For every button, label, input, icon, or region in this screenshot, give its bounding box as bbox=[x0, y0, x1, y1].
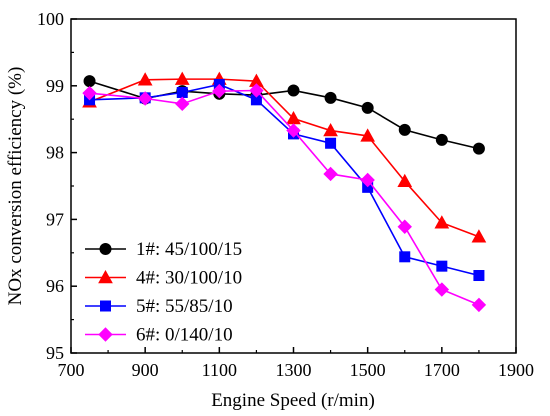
diamond-marker bbox=[212, 83, 227, 99]
circle-marker bbox=[472, 142, 485, 155]
x-tick-label: 700 bbox=[58, 360, 85, 380]
legend-label: 6#: 0/140/10 bbox=[136, 325, 233, 346]
series-line bbox=[89, 80, 480, 150]
triangle-marker bbox=[98, 269, 113, 284]
circle-marker bbox=[435, 133, 448, 146]
square-marker bbox=[436, 260, 448, 272]
y-tick-label: 98 bbox=[46, 143, 64, 163]
y-axis-ticks: 95 96 97 98 99 100 bbox=[37, 9, 77, 363]
x-tick-label: 1500 bbox=[350, 360, 386, 380]
legend-item: 1#: 45/100/15 bbox=[85, 239, 242, 260]
square-marker bbox=[100, 300, 111, 312]
triangle-marker bbox=[360, 128, 376, 142]
diamond-marker bbox=[323, 166, 338, 182]
y-tick-label: 95 bbox=[46, 343, 64, 363]
x-tick-label: 900 bbox=[132, 360, 159, 380]
series-group bbox=[83, 75, 485, 155]
x-tick-label: 1300 bbox=[276, 360, 312, 380]
square-marker bbox=[325, 137, 337, 149]
y-tick-label: 96 bbox=[46, 276, 64, 296]
diamond-marker bbox=[175, 96, 190, 112]
diamond-marker bbox=[137, 91, 153, 106]
triangle-marker bbox=[397, 173, 413, 188]
series-group bbox=[82, 83, 487, 313]
circle-marker bbox=[361, 101, 374, 114]
diamond-marker bbox=[286, 123, 301, 138]
diamond-marker bbox=[249, 83, 264, 98]
circle-marker bbox=[324, 91, 337, 104]
legend-label: 1#: 45/100/15 bbox=[136, 239, 242, 260]
square-marker bbox=[399, 251, 411, 263]
y-tick-label: 99 bbox=[46, 76, 64, 96]
y-tick-label: 97 bbox=[46, 209, 64, 229]
diamond-marker bbox=[471, 297, 487, 313]
legend-item: 5#: 55/85/10 bbox=[85, 296, 233, 317]
diamond-marker bbox=[434, 282, 450, 297]
legend-label: 5#: 55/85/10 bbox=[136, 296, 233, 317]
circle-marker bbox=[398, 123, 411, 136]
x-tick-label: 1100 bbox=[202, 360, 237, 380]
legend-label: 4#: 30/100/10 bbox=[136, 268, 242, 289]
diamond-marker bbox=[82, 85, 97, 101]
x-axis-title: Engine Speed (r/min) bbox=[211, 390, 375, 411]
circle-marker bbox=[83, 75, 96, 88]
square-marker bbox=[473, 270, 485, 282]
triangle-marker bbox=[323, 123, 338, 137]
diamond-marker bbox=[360, 172, 375, 188]
x-axis-ticks: 700 900 1100 1300 1500 1700 1900 bbox=[58, 347, 534, 380]
circle-marker bbox=[287, 84, 300, 97]
y-axis-title: NOx conversion efficiency (%) bbox=[5, 67, 26, 306]
x-tick-label: 1900 bbox=[498, 360, 534, 380]
legend: 1#: 45/100/15 4#: 30/100/10 5#: 55/85/10 6#… bbox=[85, 239, 242, 346]
legend-item: 4#: 30/100/10 bbox=[85, 268, 242, 289]
x-tick-label: 1700 bbox=[424, 360, 460, 380]
square-marker bbox=[176, 86, 188, 98]
diamond-marker bbox=[98, 327, 113, 342]
triangle-marker bbox=[174, 71, 190, 85]
series-layer bbox=[82, 71, 487, 313]
circle-marker bbox=[99, 243, 112, 255]
triangle-marker bbox=[137, 72, 153, 86]
diamond-marker bbox=[397, 219, 412, 234]
legend-item: 6#: 0/140/10 bbox=[85, 325, 233, 346]
triangle-marker bbox=[434, 215, 450, 229]
triangle-marker bbox=[471, 229, 487, 243]
y-tick-label: 100 bbox=[37, 9, 64, 29]
